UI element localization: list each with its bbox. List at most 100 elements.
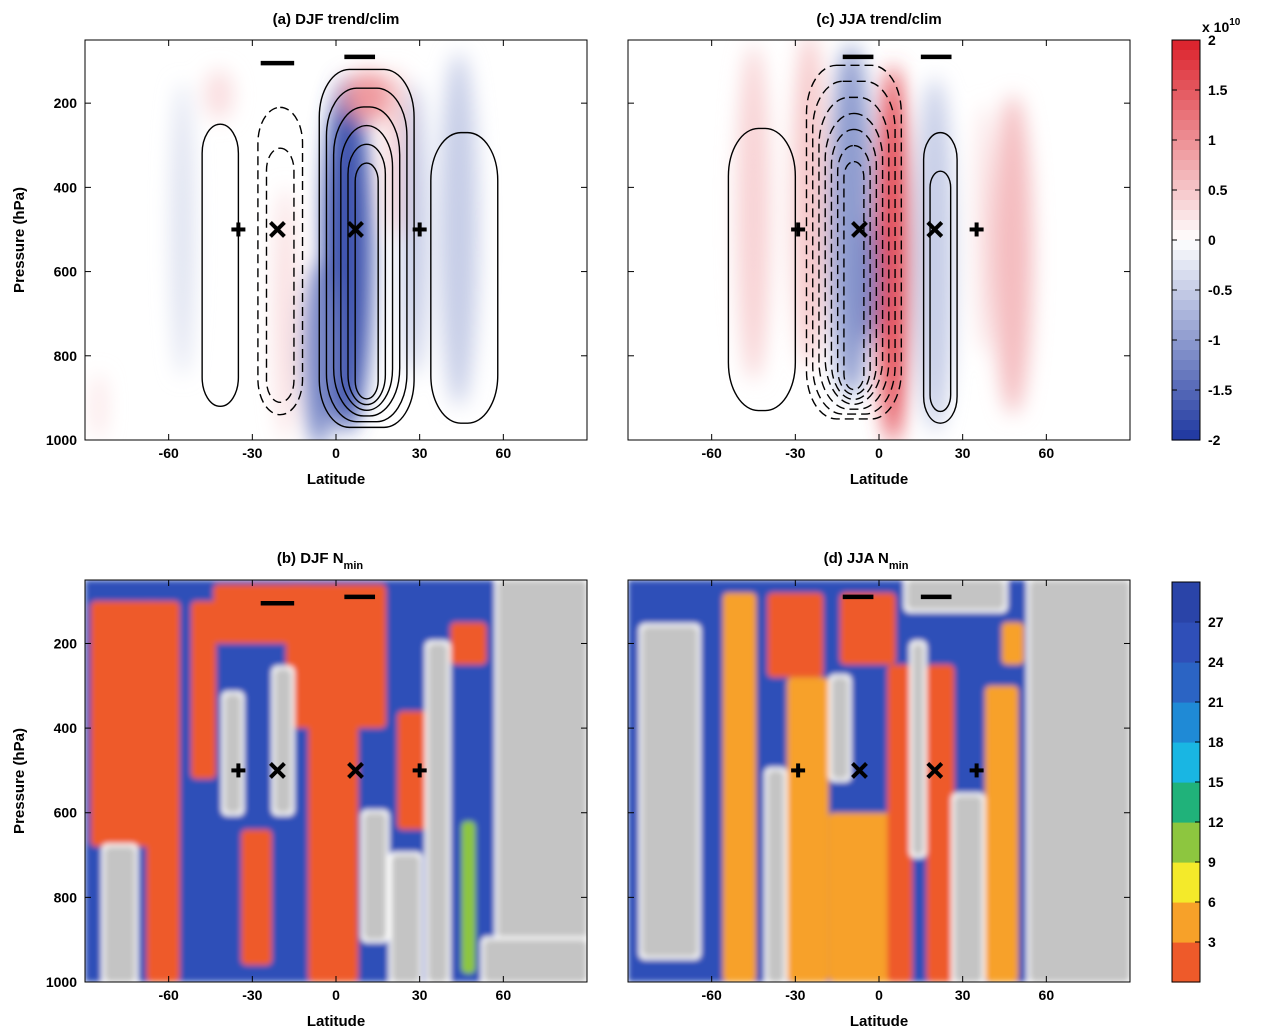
- panel-d-ticks: -60 -30 0 30 60: [628, 580, 1130, 1003]
- panel-b-fill-layer: [85, 580, 587, 982]
- panel-a-contour-2-1: [325, 87, 408, 423]
- panel-a-fill-region-7: [204, 69, 233, 120]
- colorbar-top-step-22: [1172, 260, 1200, 271]
- panel-d-xtick-label-2: 0: [875, 987, 883, 1003]
- panel-d-region-10: [767, 770, 785, 982]
- colorbar-top-step-7: [1172, 110, 1200, 121]
- panel-a-cross-b-1: [269, 221, 286, 238]
- colorbar-top-step-21: [1172, 250, 1200, 261]
- panel-b-region-15: [363, 812, 387, 940]
- panel-b-cross-b-1: [269, 762, 286, 779]
- colorbar-top-step-17: [1172, 210, 1200, 221]
- panel-c-fill-region-3: [736, 44, 771, 382]
- panel-b-region-16: [391, 855, 420, 982]
- panel-c-contour-1-5: [836, 144, 871, 396]
- panel-b-xtick-label-1: -30: [242, 987, 262, 1003]
- colorbar-top-multiplier-base: x 10: [1202, 19, 1229, 35]
- panel-d-markers: [791, 594, 984, 779]
- colorbar-top-step-5: [1172, 90, 1200, 101]
- panel-c-contour-0-0: [727, 127, 797, 412]
- colorbar-top-step-27: [1172, 310, 1200, 321]
- panel-d-cross-b-1: [851, 762, 868, 779]
- panel-a: -60 -30 0 30 60 200 400 600 800 1000 (a) DJF tren…: [11, 11, 588, 488]
- panel-b-markers: [231, 594, 427, 779]
- panel-c-cross-marker-2: [926, 221, 944, 238]
- panel-b-plus-marker-0: [231, 763, 246, 778]
- colorbar-top-tick-label-8: -2: [1208, 432, 1221, 448]
- colorbar-top-tick-label-3: 0.5: [1208, 182, 1228, 198]
- panel-a-ytick-label-3: 800: [54, 348, 78, 364]
- panel-b-xtick-label-4: 60: [496, 987, 512, 1003]
- panel-c: -60 -30 0 30 60 (c) JJA trend/clim Latitude: [627, 11, 1131, 488]
- colorbar-top-step-3: [1172, 70, 1200, 81]
- colorbar-top-step-38: [1172, 420, 1200, 431]
- colorbar-top-step-23: [1172, 270, 1200, 281]
- colorbar-top-tick-label-0: 2: [1208, 32, 1216, 48]
- colorbar-bottom-step-8: [1172, 622, 1200, 663]
- panel-c-fill-region-0: [876, 65, 910, 440]
- colorbar-top-step-0: [1172, 40, 1200, 51]
- panel-d-plus-marker-3: [969, 763, 984, 778]
- panel-c-fill-region-4: [792, 40, 827, 369]
- panel-d-region-15: [906, 580, 1005, 610]
- panel-d-region-11: [831, 677, 849, 779]
- panel-b-region-6: [241, 829, 272, 966]
- panel-a-contour-layer: [201, 68, 499, 429]
- panel-b-ytick-label-4: 1000: [46, 974, 77, 990]
- panel-b: -60 -30 0 30 60 200 400 600 800 1000 (b) DJF Nmin…: [11, 550, 588, 1030]
- colorbar-top-step-35: [1172, 390, 1200, 401]
- panel-c-contour-1-6: [843, 160, 865, 391]
- panel-b-region-13: [224, 694, 242, 813]
- panel-d-xlabel: Latitude: [850, 1013, 908, 1030]
- panel-c-fill-region-6: [993, 94, 1033, 415]
- panel-b-xlabel: Latitude: [307, 1013, 365, 1030]
- panel-a-contour-2-3: [340, 124, 394, 411]
- panel-b-region-2: [190, 601, 217, 779]
- panel-c-xlabel: Latitude: [850, 471, 908, 488]
- panel-a-contour-1-1: [265, 147, 295, 404]
- panel-b-region-8: [450, 622, 487, 665]
- colorbar-bottom-tick-label-7: 6: [1208, 894, 1216, 910]
- colorbar-top-step-36: [1172, 400, 1200, 411]
- colorbar-top-step-14: [1172, 180, 1200, 191]
- panel-c-contour-1-3: [824, 112, 884, 405]
- panel-a-ytick-label-1: 400: [54, 179, 78, 195]
- colorbar-top-step-31: [1172, 350, 1200, 361]
- colorbar-bottom-tick-label-5: 12: [1208, 814, 1224, 830]
- colorbar-bottom-tick-label-8: 3: [1208, 934, 1216, 950]
- colorbar-top-tick-label-7: -1.5: [1208, 382, 1232, 398]
- panel-a-fill-region-9: [93, 372, 105, 440]
- panel-b-xtick-label-0: -60: [159, 987, 179, 1003]
- panel-a-fill-region-2: [344, 71, 395, 123]
- panel-b-ytick-label-0: 200: [54, 635, 78, 651]
- panel-d-title-subscript: min: [889, 560, 909, 572]
- panel-a-plus-marker-0: [231, 222, 246, 237]
- colorbar-top-step-39: [1172, 430, 1200, 441]
- panel-c-fill-layer: [736, 40, 1033, 440]
- panel-c-cross-b-2: [926, 221, 944, 238]
- colorbar-top-step-6: [1172, 100, 1200, 111]
- panel-d-xtick-label-0: -60: [702, 987, 722, 1003]
- panel-b-xtick-label-3: 30: [412, 987, 428, 1003]
- panel-d-region-0: [722, 592, 757, 982]
- panel-a-contour-2-0: [318, 68, 415, 429]
- panel-a-fill-region-5: [439, 52, 479, 407]
- colorbar-top-step-28: [1172, 320, 1200, 331]
- colorbar-bottom-step-5: [1172, 742, 1200, 783]
- panel-c-plus-marker-3: [969, 222, 984, 237]
- panel-b-ticks: -60 -30 0 30 60 200 400 600 800 1000: [46, 580, 587, 1003]
- panel-b-title-main: (b) DJF N: [277, 550, 344, 567]
- panel-b-cross-marker-1: [269, 762, 286, 779]
- panel-c-title: (c) JJA trend/clim: [816, 11, 941, 28]
- panel-b-region-14: [274, 668, 292, 813]
- panel-c-contour-2-0: [922, 131, 958, 424]
- panel-d-region-7: [984, 685, 1019, 982]
- panel-a-xtick-label-4: 60: [496, 445, 512, 461]
- colorbar-bottom-tick-label-0: 27: [1208, 614, 1224, 630]
- panel-d-region-12: [912, 643, 924, 856]
- panel-d-region-5: [887, 664, 913, 982]
- colorbar-top-tick-label-1: 1.5: [1208, 82, 1228, 98]
- colorbar-bottom-tick-label-4: 15: [1208, 774, 1224, 790]
- panel-d-title-main: (d) JJA N: [824, 550, 889, 567]
